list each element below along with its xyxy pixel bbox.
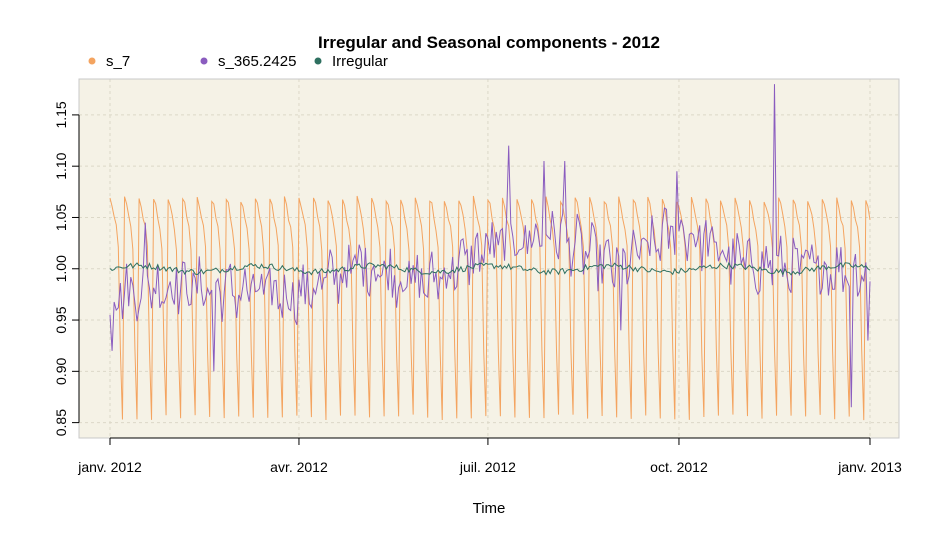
legend-marker [88,57,96,65]
y-tick-label: 1.10 [53,152,69,179]
legend-item-s-365-2425: s_365.2425 [200,53,296,70]
x-tick-label: janv. 2013 [837,459,902,475]
x-axis: janv. 2012 avr. 2012 juil. 2012 oct. 2012 ja… [77,437,902,475]
x-tick-label: janv. 2012 [77,459,142,475]
chart-title: Irregular and Seasonal components - 2012 [318,33,660,52]
legend-marker [314,57,322,65]
legend-item-s-7: s_7 [88,53,130,70]
legend-label: s_365.2425 [218,53,296,70]
legend-item-irregular: Irregular [314,53,388,70]
series-line-s-365 [109,84,871,408]
grid [79,79,899,438]
legend-label: s_7 [106,53,130,70]
y-tick-label: 1.00 [53,255,69,282]
y-tick-label: 0.85 [53,409,69,436]
series-layer [109,84,871,421]
series-line-irregular [109,261,871,277]
x-tick-label: avr. 2012 [270,459,328,475]
series-line-s-7 [109,195,871,421]
y-tick-label: 1.05 [53,204,69,231]
y-axis: 0.85 0.90 0.95 1.00 1.05 1.10 1.15 [53,101,80,436]
y-tick-label: 0.95 [53,306,69,333]
legend-label: Irregular [332,53,388,70]
legend-marker [200,57,208,65]
x-tick-label: juil. 2012 [459,459,516,475]
legend: s_7 s_365.2425 Irregular [88,53,388,70]
x-tick-label: oct. 2012 [650,459,708,475]
x-axis-label: Time [473,500,506,517]
y-tick-label: 0.90 [53,357,69,384]
y-tick-label: 1.15 [53,101,69,128]
